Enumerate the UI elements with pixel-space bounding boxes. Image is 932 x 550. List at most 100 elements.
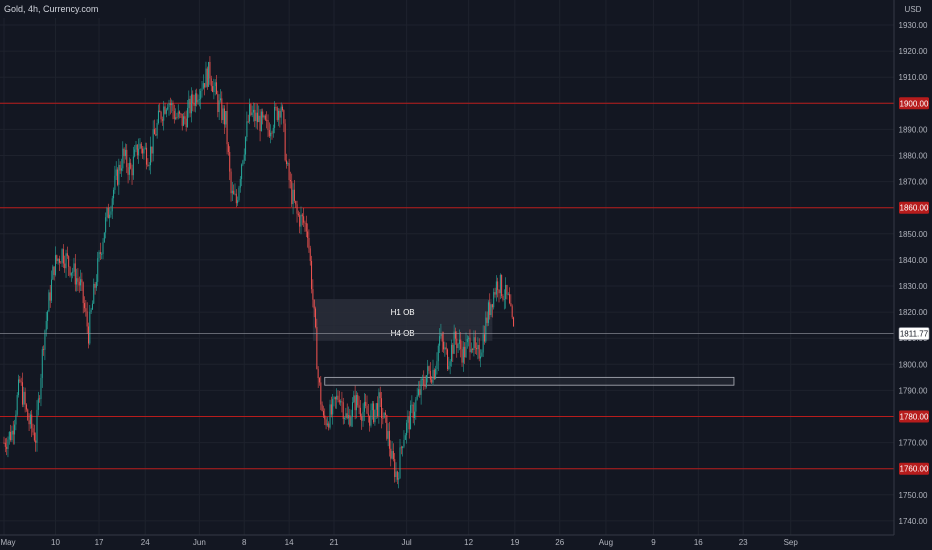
candle-body — [53, 266, 55, 275]
candle-body — [285, 160, 287, 165]
candle-body — [398, 478, 400, 480]
candle-body — [164, 106, 166, 114]
candle-body — [15, 414, 17, 425]
candle-body — [221, 98, 223, 121]
price-tick-label: 1870.00 — [899, 178, 928, 187]
candle-body — [213, 86, 215, 92]
candle-body — [425, 375, 427, 387]
order-block-zone[interactable] — [312, 325, 493, 341]
candle-body — [478, 344, 480, 359]
candle-body — [293, 189, 295, 201]
candle-body — [98, 252, 100, 259]
candle-body — [189, 98, 191, 114]
candle-body — [256, 112, 258, 123]
candle-body — [82, 282, 84, 304]
candle-body — [61, 249, 63, 263]
candle-body — [250, 104, 252, 116]
candle-body — [128, 162, 130, 175]
order-block-zone[interactable] — [312, 299, 493, 326]
candle-body — [375, 403, 377, 410]
candle-body — [119, 164, 121, 171]
candle-body — [94, 283, 96, 288]
chart-title: Gold, 4h, Currency.com — [4, 4, 98, 14]
candle-body — [74, 263, 76, 285]
candle-body — [370, 410, 372, 426]
candle-body — [227, 144, 229, 152]
candle-body — [296, 204, 298, 214]
time-axis-labels: May 10 17 24 Jun 8 14 21 Jul 12 19 26 Aug 9 16 23 Sep — [0, 538, 798, 547]
candle-body — [40, 377, 42, 399]
candle-body — [392, 451, 394, 460]
candle-body — [491, 304, 493, 308]
order-block-zone[interactable] — [324, 376, 735, 386]
candle-body — [381, 398, 383, 418]
candle-body — [235, 193, 237, 204]
candle-body — [134, 149, 136, 157]
candle-body — [366, 405, 368, 414]
candle-body — [198, 99, 200, 101]
candle-body — [254, 109, 256, 122]
candle-body — [252, 109, 254, 113]
level-price-badge — [899, 462, 929, 475]
level-price-badge — [899, 201, 929, 214]
candle-body — [403, 439, 405, 447]
candle-body — [8, 431, 10, 440]
candle-body — [91, 303, 93, 310]
candle-body — [169, 103, 171, 106]
candle-body — [152, 129, 154, 154]
candle-body — [243, 154, 245, 161]
price-tick-label: 1820.00 — [899, 308, 928, 317]
candle-body — [453, 331, 455, 354]
candle-body — [78, 281, 80, 286]
candle-body — [445, 347, 447, 350]
candle-body — [468, 337, 470, 339]
level-price-badge-label: 1860.00 — [900, 204, 929, 213]
horizontal-levels[interactable] — [0, 102, 894, 470]
candle-body — [233, 190, 235, 195]
candle-body — [197, 99, 199, 103]
candle-body — [466, 338, 468, 343]
candle-body — [140, 143, 142, 149]
candle-body — [146, 147, 148, 165]
candle-body — [394, 459, 396, 477]
candle-body — [268, 130, 270, 137]
candle-body — [143, 148, 145, 154]
candle-body — [29, 414, 31, 425]
candle-body — [443, 341, 445, 350]
candle-body — [238, 187, 240, 201]
candle-body — [76, 278, 78, 285]
candle-body — [489, 302, 491, 316]
level-price-badge-label: 1900.00 — [900, 99, 929, 108]
candle-body — [317, 369, 319, 379]
candle-body — [259, 115, 261, 132]
current-price-badge — [898, 327, 930, 340]
candle-body — [157, 110, 159, 124]
candle-body — [192, 94, 194, 104]
time-tick-label: 19 — [510, 538, 519, 547]
candle-body — [41, 349, 43, 378]
candle-body — [373, 403, 375, 423]
candle-body — [151, 146, 153, 154]
time-axis-panel[interactable] — [0, 535, 932, 550]
price-axis-panel[interactable] — [894, 0, 932, 550]
candle-body — [180, 113, 182, 115]
candle-body — [176, 117, 178, 119]
candle-body — [122, 148, 124, 169]
candle-body — [177, 111, 179, 118]
candle-body — [206, 68, 208, 87]
candle-body — [297, 213, 299, 216]
candle-body — [454, 331, 456, 339]
candle-body — [374, 409, 376, 423]
candle-body — [85, 308, 87, 312]
candle-body — [279, 110, 281, 118]
candle-body — [106, 207, 108, 218]
candle-body — [148, 165, 150, 166]
candle-body — [57, 258, 59, 261]
candle-body — [69, 266, 71, 276]
candle-body — [351, 402, 353, 417]
candle-body — [336, 395, 338, 400]
candle-body — [66, 253, 68, 257]
